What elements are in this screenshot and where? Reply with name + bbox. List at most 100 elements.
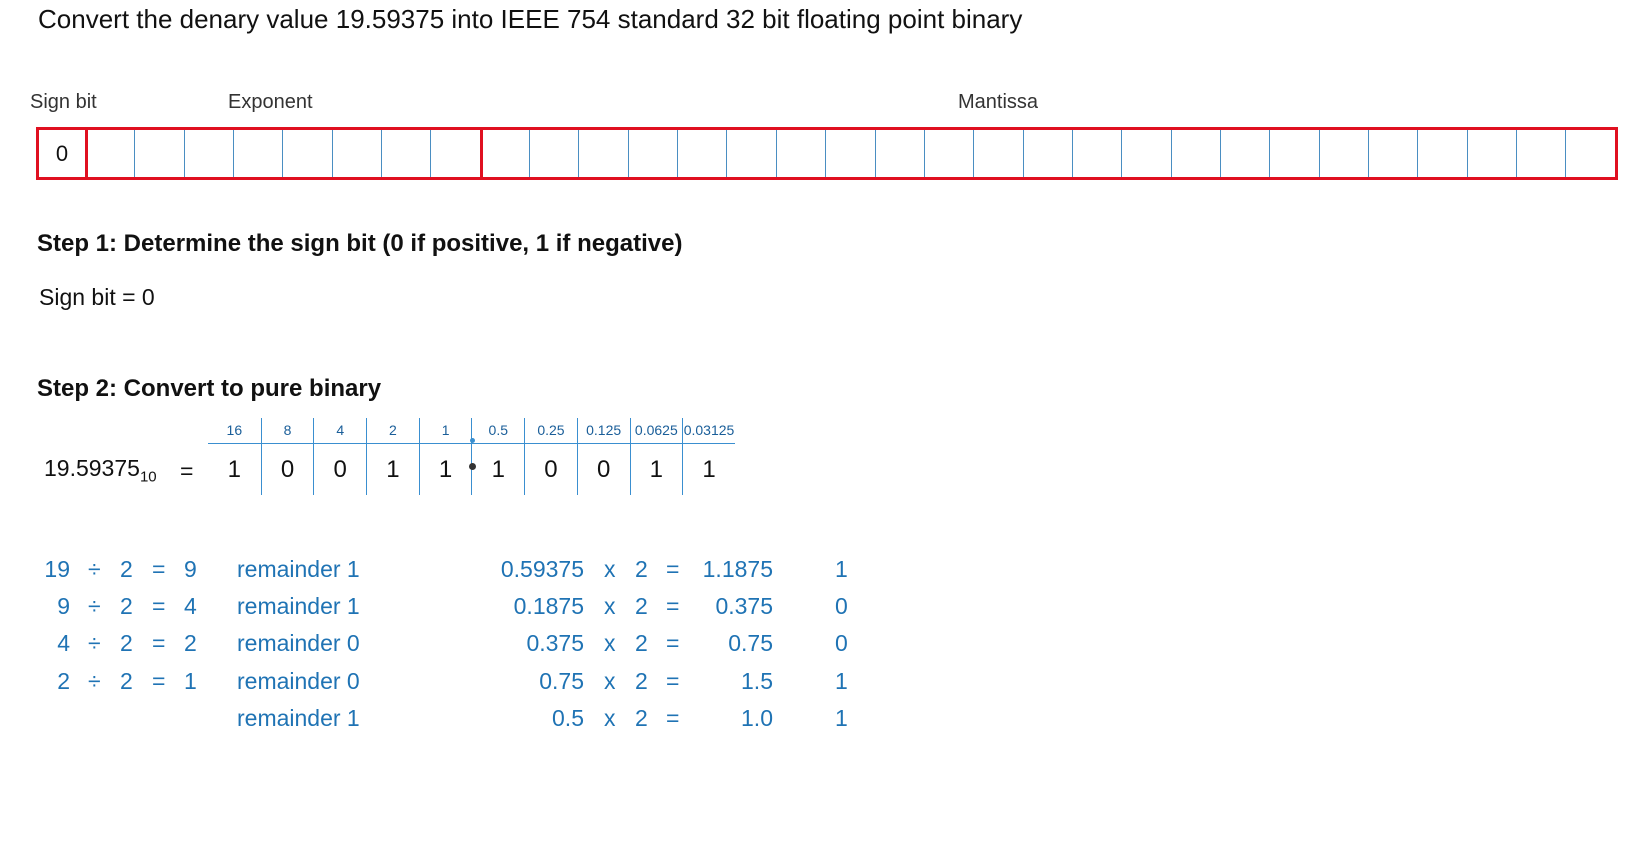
- division-divisor: 2: [120, 668, 133, 694]
- binary-digit: 0: [280, 456, 295, 483]
- mantissa-bit-cell: [1219, 130, 1269, 177]
- multiplication-multiply-operator: x: [604, 668, 616, 694]
- division-dividend: 4: [57, 630, 70, 656]
- multiplication-factor: 2: [635, 593, 648, 619]
- exponent-label: Exponent: [228, 91, 313, 113]
- multiplication-equals-operator: =: [666, 668, 680, 694]
- place-value-header: 0.03125: [683, 418, 735, 444]
- exponent-bit-cell: [381, 130, 430, 177]
- equals-sign: =: [180, 458, 194, 484]
- binary-digit: 0: [596, 456, 611, 483]
- multiplication-multiply-operator: x: [604, 705, 616, 731]
- sign-bit-cell: 0: [55, 140, 69, 166]
- multiplication-fraction-value: 0.75: [539, 668, 584, 694]
- binary-digit: 0: [333, 456, 347, 483]
- multiplication-fraction-value: 0.5: [552, 705, 584, 731]
- binary-column: 0.03125 1: [682, 418, 735, 495]
- multiplication-factor: 2: [635, 668, 648, 694]
- division-equals-operator: =: [152, 556, 166, 582]
- mantissa-bit-cell: [1367, 130, 1417, 177]
- division-divide-operator: ÷: [88, 630, 101, 656]
- binary-digit: 1: [386, 456, 400, 483]
- exponent-bit-cell: [85, 130, 134, 177]
- question-title: Convert the denary value 19.59375 into I…: [38, 4, 1023, 34]
- step1-heading: Step 1: Determine the sign bit (0 if pos…: [37, 230, 683, 257]
- multiplication-multiply-operator: x: [604, 556, 616, 582]
- division-divide-operator: ÷: [88, 556, 101, 582]
- multiplication-factor: 2: [635, 630, 648, 656]
- multiplication-fraction-value: 0.375: [526, 630, 584, 656]
- sign-bit-result: Sign bit = 0: [39, 284, 155, 310]
- division-remainder-text: remainder 0: [237, 630, 360, 656]
- mantissa-bit-cell: [627, 130, 677, 177]
- binary-point-marker: [470, 438, 475, 443]
- mantissa-bit-cell: [1121, 130, 1170, 177]
- mantissa-bit-cell: [1022, 130, 1072, 177]
- division-equals-operator: =: [152, 630, 166, 656]
- place-value-header: 1: [419, 418, 472, 444]
- multiplication-equals-operator: =: [666, 705, 680, 731]
- binary-digit: 1: [227, 456, 242, 483]
- mantissa-bit-cell: [825, 130, 874, 177]
- binary-digit: 1: [438, 456, 453, 483]
- mantissa-bit-cell: [775, 130, 825, 177]
- mantissa-bit-cell: [479, 130, 529, 177]
- binary-column: 0.25 0: [524, 418, 577, 495]
- multiplication-extracted-bit: 1: [835, 705, 848, 731]
- binary-digit: 1: [649, 456, 664, 483]
- place-value-header: 16: [208, 418, 261, 444]
- multiplication-product: 0.375: [715, 593, 773, 619]
- multiplication-factor: 2: [635, 705, 648, 731]
- mantissa-bit-cell: [874, 130, 924, 177]
- binary-column: 0.125 0: [576, 418, 630, 495]
- mantissa-bit-cell: [726, 130, 775, 177]
- mantissa-bit-cell: [1318, 130, 1368, 177]
- multiplication-equals-operator: =: [666, 556, 680, 582]
- exponent-bit-cell: [134, 130, 183, 177]
- multiplication-multiply-operator: x: [604, 630, 616, 656]
- exponent-bit-cell: [430, 130, 479, 177]
- division-dividend: 2: [57, 668, 70, 694]
- mantissa-bit-cell: [1417, 130, 1466, 177]
- binary-digit: 0: [544, 456, 558, 483]
- division-equals-operator: =: [152, 593, 166, 619]
- division-divide-operator: ÷: [88, 668, 101, 694]
- multiplication-product: 1.0: [741, 705, 773, 731]
- mantissa-bit-cell: [677, 130, 726, 177]
- division-remainder-text: remainder 0: [237, 668, 360, 694]
- mantissa-bit-cell: [1071, 130, 1121, 177]
- multiplication-product: 1.5: [741, 668, 773, 694]
- denary-value: 19.5937510: [44, 455, 157, 486]
- denary-number: 19.59375: [44, 455, 140, 481]
- mantissa-bit-cell: [1170, 130, 1220, 177]
- denary-base: 10: [139, 468, 157, 486]
- division-quotient: 1: [184, 668, 197, 694]
- division-divide-operator: ÷: [88, 593, 101, 619]
- mantissa-bit-cell: [578, 130, 627, 177]
- division-divisor: 2: [120, 556, 133, 582]
- place-value-header: 8: [261, 418, 314, 444]
- multiplication-product: 0.75: [728, 630, 773, 656]
- mantissa-bit-cell: [973, 130, 1022, 177]
- binary-place-value-table: 16 1 8 0 4 0 2 1 1 1 0.5 1 0.25 0 0.125 0 0.0625 1 0.03125…: [208, 418, 735, 495]
- place-value-header: 2: [367, 418, 419, 444]
- exponent-bit-cell: [183, 130, 233, 177]
- division-quotient: 2: [184, 630, 197, 656]
- mantissa-bit-cell: [1515, 130, 1565, 177]
- exponent-bit-cell: [331, 130, 381, 177]
- multiplication-equals-operator: =: [666, 630, 680, 656]
- binary-column: 16 1: [208, 418, 261, 495]
- ieee754-register: 0: [36, 127, 1618, 180]
- division-remainder-text: remainder 1: [237, 593, 360, 619]
- multiplication-product: 1.1875: [702, 556, 773, 582]
- division-remainder-text: remainder 1: [237, 705, 360, 731]
- binary-column: 0.5 1: [471, 418, 525, 495]
- division-remainder-text: remainder 1: [237, 556, 360, 582]
- mantissa-bit-cell: [923, 130, 973, 177]
- multiplication-multiply-operator: x: [604, 593, 616, 619]
- multiplication-fraction-value: 0.59375: [500, 556, 584, 582]
